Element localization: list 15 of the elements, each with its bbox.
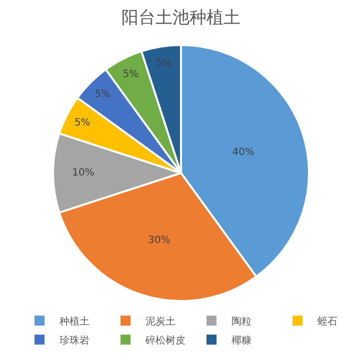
legend-label: 珍珠岩 xyxy=(60,334,90,347)
chart-title: 阳台土池种植土 xyxy=(122,8,240,28)
legend-label: 碎松树皮 xyxy=(144,334,186,347)
data-label: 5% xyxy=(74,117,90,128)
legend-label: 泥炭土 xyxy=(146,316,176,328)
data-label: 5% xyxy=(156,58,172,70)
data-label: 30% xyxy=(148,234,170,246)
legend-label: 陶粒 xyxy=(232,316,252,328)
legend-label: 蛭石 xyxy=(318,316,338,328)
data-label: 5% xyxy=(122,68,139,80)
data-label: 40% xyxy=(232,147,255,158)
data-label: 10% xyxy=(72,168,94,178)
legend-label: 种植土 xyxy=(60,316,90,328)
legend-label: 椰糠 xyxy=(232,334,252,347)
data-label: 5% xyxy=(94,89,111,100)
